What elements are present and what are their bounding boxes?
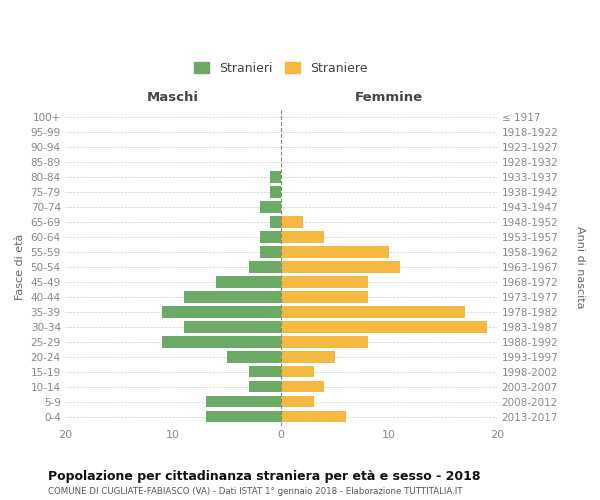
- Bar: [260, 232, 281, 242]
- Bar: [162, 336, 281, 347]
- Bar: [260, 246, 281, 258]
- Bar: [281, 396, 314, 407]
- Bar: [271, 216, 281, 228]
- Bar: [271, 186, 281, 198]
- Legend: Stranieri, Straniere: Stranieri, Straniere: [190, 57, 373, 80]
- Bar: [281, 262, 400, 272]
- Bar: [206, 411, 281, 422]
- Bar: [281, 216, 303, 228]
- Bar: [281, 306, 465, 318]
- Text: Popolazione per cittadinanza straniera per età e sesso - 2018: Popolazione per cittadinanza straniera p…: [48, 470, 481, 483]
- Bar: [281, 276, 368, 287]
- Bar: [281, 232, 325, 242]
- Bar: [217, 276, 281, 287]
- Bar: [162, 306, 281, 318]
- Bar: [281, 366, 314, 378]
- Bar: [249, 366, 281, 378]
- Bar: [281, 352, 335, 362]
- Text: Maschi: Maschi: [147, 90, 199, 104]
- Bar: [281, 292, 368, 302]
- Bar: [249, 381, 281, 392]
- Bar: [281, 411, 346, 422]
- Bar: [271, 172, 281, 182]
- Bar: [227, 352, 281, 362]
- Text: Femmine: Femmine: [355, 90, 424, 104]
- Y-axis label: Anni di nascita: Anni di nascita: [575, 226, 585, 308]
- Bar: [206, 396, 281, 407]
- Y-axis label: Fasce di età: Fasce di età: [15, 234, 25, 300]
- Bar: [260, 202, 281, 212]
- Bar: [184, 322, 281, 332]
- Bar: [281, 322, 487, 332]
- Bar: [184, 292, 281, 302]
- Bar: [249, 262, 281, 272]
- Bar: [281, 246, 389, 258]
- Bar: [281, 336, 368, 347]
- Bar: [281, 381, 325, 392]
- Text: COMUNE DI CUGLIATE-FABIASCO (VA) - Dati ISTAT 1° gennaio 2018 - Elaborazione TUT: COMUNE DI CUGLIATE-FABIASCO (VA) - Dati …: [48, 488, 463, 496]
